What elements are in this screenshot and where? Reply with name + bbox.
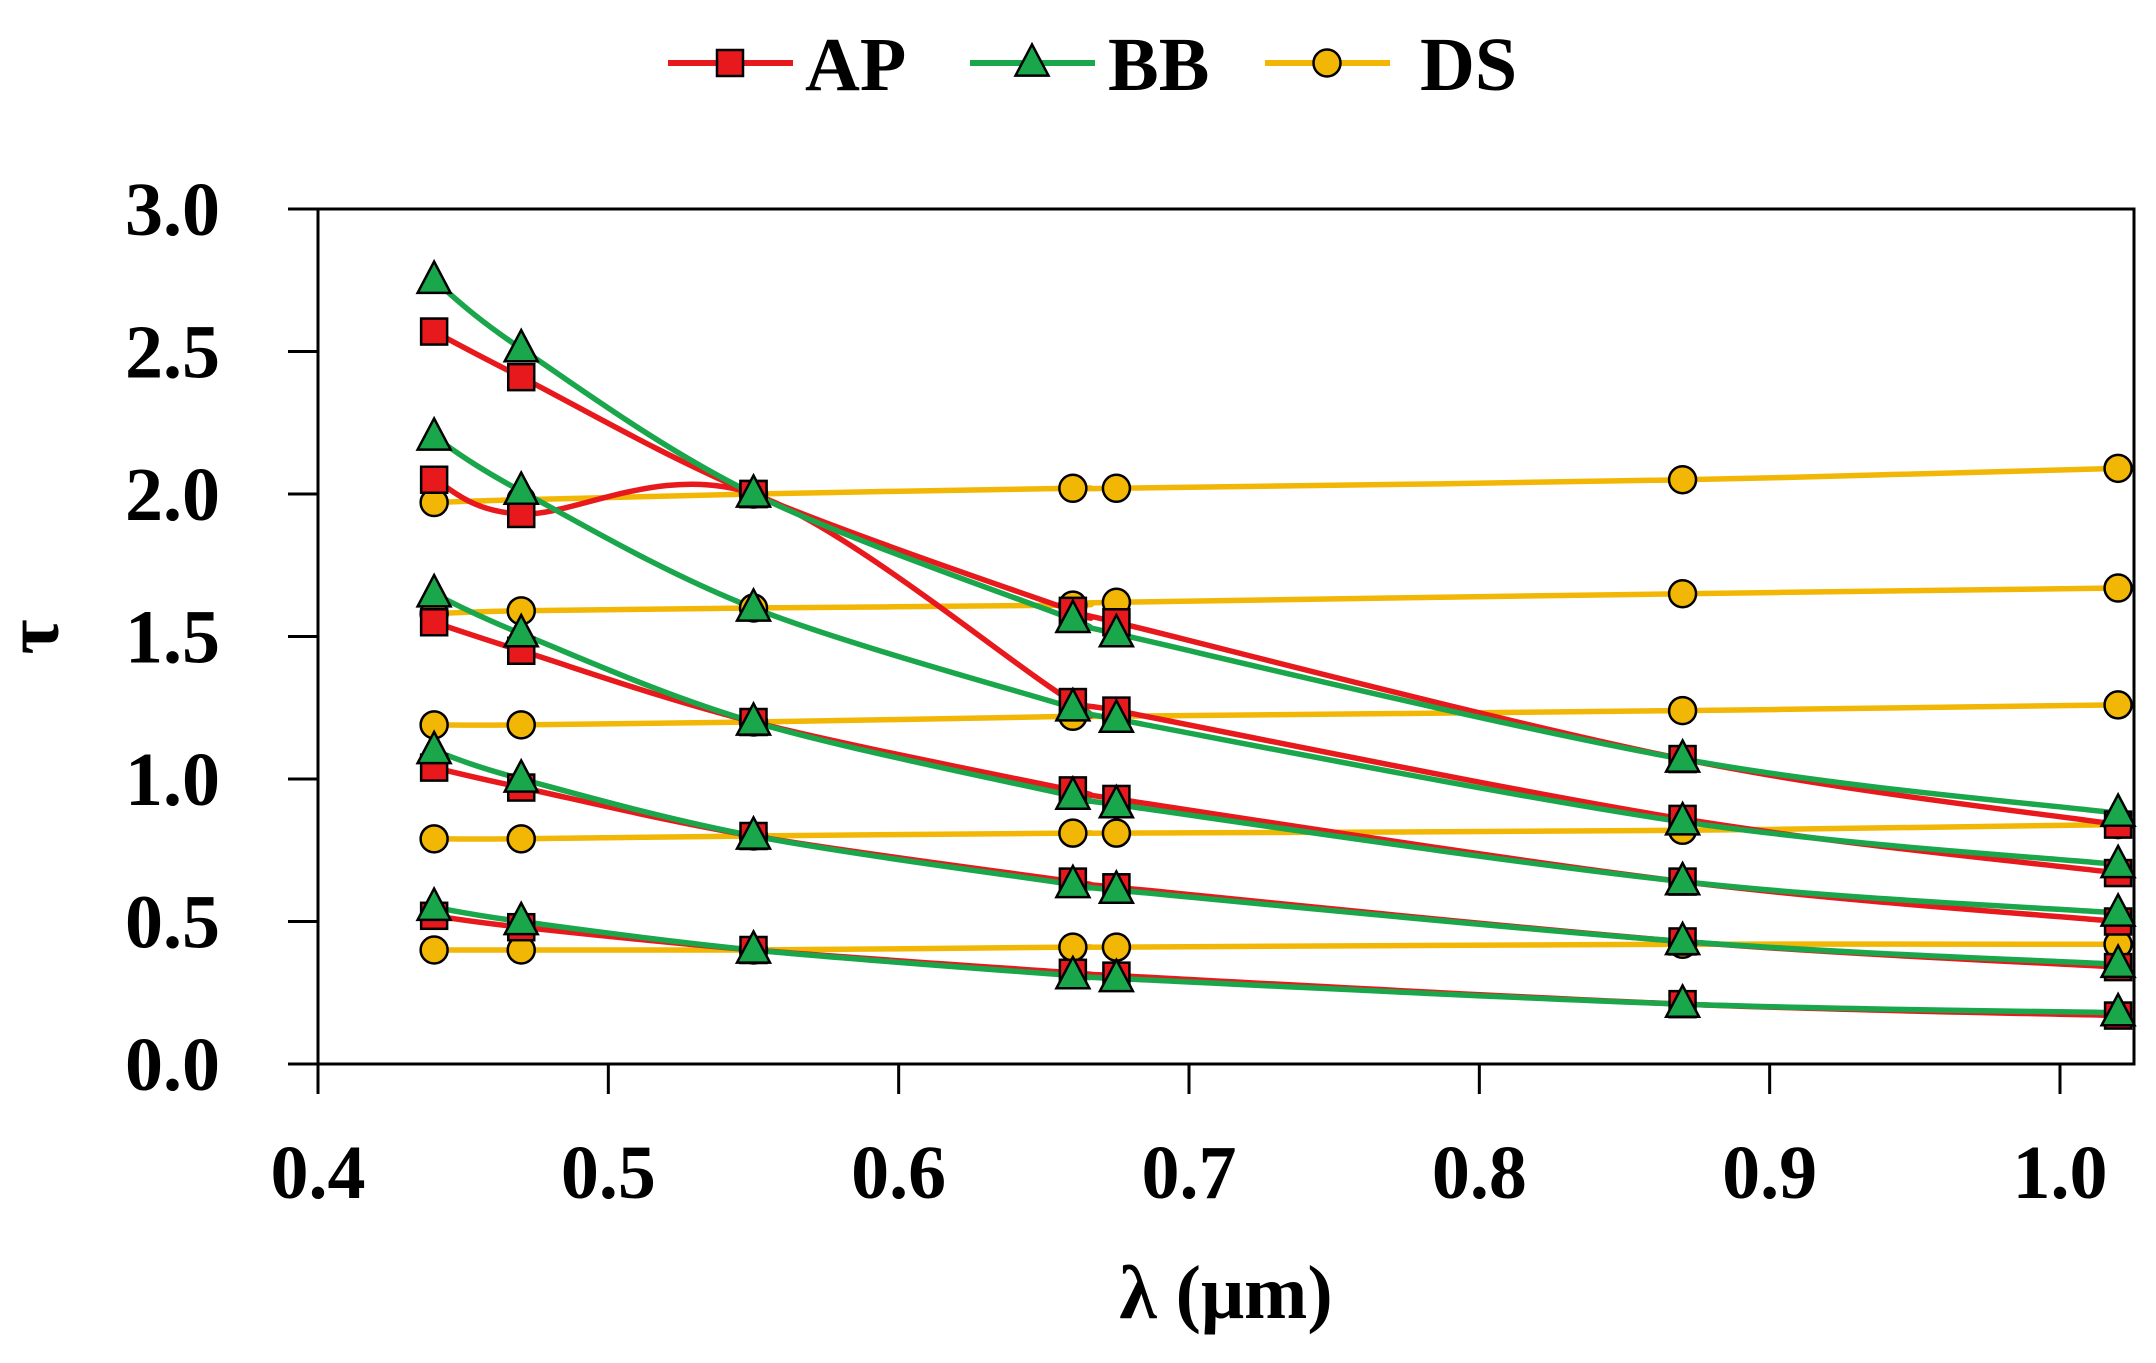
data-point-bb [1054,686,1092,722]
x-tick-label: 0.5 [561,1131,656,1215]
data-point-ds [2103,573,2133,603]
series-ds-line [431,702,2121,728]
data-point-bb [415,885,453,922]
series-ds-lines [431,465,2121,953]
data-point-bb [1664,920,1702,956]
data-point-ds [1058,473,1088,504]
data-point-ap [419,608,449,637]
data-point-ds [1101,473,1132,504]
data-point-bb [734,586,773,622]
data-point-bb [734,928,773,964]
x-tick-label: 0.4 [271,1131,366,1215]
x-tick-label: 0.8 [1432,1131,1527,1215]
data-point-ds [2103,690,2133,720]
series-bb-line [431,904,2121,1016]
data-point-ap [506,499,536,529]
data-point-ap [419,317,449,346]
legend-marker-ds [1312,48,1342,78]
y-tick-label: 3.0 [125,168,220,252]
x-tick-label: 0.7 [1142,1131,1237,1215]
data-point-ds [1058,818,1088,848]
data-point-bb [1097,957,1135,993]
series-bb-line [431,591,2121,916]
data-point-ds [2103,453,2133,484]
legend-marker-bb [1013,41,1051,77]
x-tick-label: 1.0 [2013,1131,2108,1215]
data-point-ds [1667,465,1698,495]
data-point-bb [502,469,540,506]
data-point-bb [1097,612,1135,648]
data-point-bb [1054,954,1092,990]
data-point-bb [734,814,773,850]
data-point-ds [1101,932,1132,962]
data-point-bb [1054,598,1092,634]
legend-marker-ap [715,48,745,78]
data-point-ds [1101,818,1132,848]
x-tick-label: 0.6 [851,1131,946,1215]
data-point-ds [1667,579,1698,609]
y-axis-title: τ [0,619,75,654]
data-point-ds [506,710,536,740]
y-tick-label: 0.0 [125,1023,220,1107]
data-point-bb [1097,868,1135,905]
legend-item-ap: AP [668,23,906,107]
y-tick-label: 0.5 [125,881,220,965]
data-point-bb [502,612,540,648]
x-axis-title: λ (μm) [1119,1251,1332,1335]
legend-label-ds: DS [1420,23,1517,107]
x-tick-label: 0.9 [1722,1131,1817,1215]
data-point-bb [2099,891,2137,927]
data-point-bb [2099,791,2137,828]
series-ap-line [431,619,2121,925]
series-layer [415,258,2137,1030]
data-point-bb [415,258,453,295]
data-point-ap [419,465,449,494]
series-ds-line [431,585,2121,617]
data-point-bb [1664,800,1702,836]
y-tick-label: 2.0 [125,453,220,537]
series-bb-markers [415,258,2137,1027]
data-point-bb [502,327,540,363]
series-bb-line [431,277,2121,816]
legend-item-ds: DS [1265,23,1517,107]
data-point-ds [419,935,449,965]
y-tick-label: 1.0 [125,738,220,822]
data-point-bb [1664,737,1702,773]
data-point-ds [1667,695,1698,726]
data-point-bb [734,700,773,736]
data-point-bb [2099,991,2137,1027]
data-point-bb [1664,860,1702,896]
data-point-bb [502,900,540,936]
y-tick-label: 2.5 [125,311,220,395]
data-point-bb [415,415,453,451]
data-point-ap [506,362,536,392]
data-point-bb [415,572,453,608]
data-point-ds [506,824,536,854]
series-ap-line [431,477,2121,876]
data-point-ds [419,824,449,854]
axis-ticks: 0.0 0.5 1.0 1.5 2.0 2.5 3.0 0.4 0.5 0.6 0.7 0.8 0.9 1… [125,168,2108,1215]
data-point-bb [1054,774,1092,810]
series-ap-line [431,764,2121,970]
data-point-bb [2099,942,2137,979]
series-bb-line [431,434,2121,868]
data-point-bb [1097,783,1135,819]
series-ap-line [431,913,2121,1019]
legend-label-bb: BB [1108,23,1209,107]
legend: AP BB DS [668,23,1517,107]
data-point-bb [1054,863,1092,899]
legend-label-ap: AP [805,23,906,107]
data-point-bb [1664,982,1702,1019]
series-bb-line [431,747,2121,968]
data-point-bb [734,472,773,508]
data-point-bb [2099,843,2137,879]
legend-item-bb: BB [970,23,1209,107]
data-point-bb [502,757,540,793]
data-point-bb [415,729,453,765]
y-tick-label: 1.5 [125,596,220,680]
data-point-bb [1097,697,1135,734]
